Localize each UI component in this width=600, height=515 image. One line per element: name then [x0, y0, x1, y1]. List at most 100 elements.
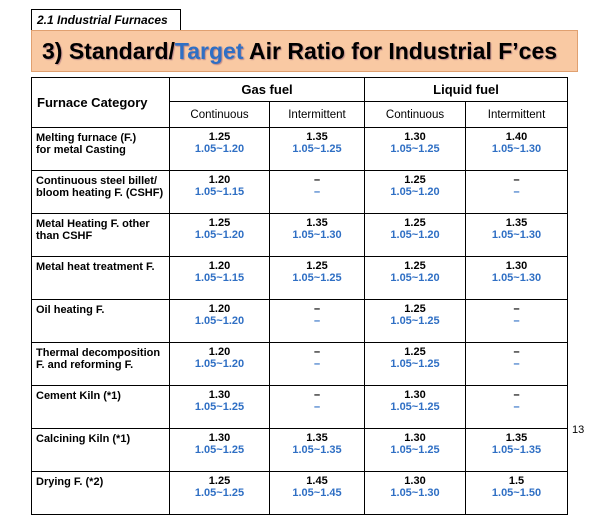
- value-cell-liquid-continuous: 1.30 1.05~1.25: [364, 428, 467, 472]
- value-cell-liquid-continuous: 1.25 1.05~1.20: [364, 256, 467, 300]
- target-air-ratio: 1.05~1.25: [292, 272, 342, 284]
- value-cell-gas-intermittent: – –: [268, 170, 366, 214]
- standard-air-ratio: –: [513, 346, 520, 358]
- standard-air-ratio: –: [513, 174, 520, 186]
- furnace-category-cell: Thermal decomposition F. and reforming F.: [31, 342, 170, 386]
- target-air-ratio: 1.05~1.25: [390, 401, 440, 413]
- value-cell-gas-continuous: 1.30 1.05~1.25: [169, 385, 270, 429]
- standard-air-ratio: 1.20: [208, 303, 231, 315]
- standard-air-ratio: 1.25: [404, 260, 426, 272]
- target-air-ratio: –: [313, 315, 321, 327]
- value-cell-gas-intermittent: 1.35 1.05~1.25: [268, 127, 366, 171]
- standard-air-ratio: 1.25: [306, 260, 328, 272]
- target-air-ratio: 1.05~1.30: [491, 229, 542, 241]
- slide-title: 3) Standard/Target Air Ratio for Industr…: [31, 30, 578, 72]
- table-row: Cement Kiln (*1) 1.30 1.05~1.25– –1.30 1.05~…: [31, 385, 569, 429]
- target-air-ratio: 1.05~1.30: [491, 272, 542, 284]
- target-air-ratio: –: [513, 315, 520, 327]
- standard-air-ratio: 1.25: [208, 217, 231, 229]
- standard-air-ratio: 1.30: [404, 389, 426, 401]
- value-cell-liquid-intermittent: 1.30 1.05~1.30: [465, 256, 569, 300]
- header-gas-continuous: Continuous: [169, 101, 270, 128]
- value-cell-liquid-continuous: 1.30 1.05~1.25: [364, 127, 467, 171]
- header-gas-intermittent: Intermittent: [268, 101, 366, 128]
- target-air-ratio: 1.05~1.25: [194, 444, 245, 456]
- standard-air-ratio: 1.25: [404, 174, 426, 186]
- value-cell-gas-intermittent: 1.25 1.05~1.25: [268, 256, 366, 300]
- target-air-ratio: –: [313, 358, 321, 370]
- target-air-ratio: 1.05~1.20: [194, 143, 245, 155]
- target-air-ratio: 1.05~1.35: [491, 444, 542, 456]
- furnace-category-line: Metal Heating F. other: [36, 218, 150, 230]
- value-cell-gas-continuous: 1.20 1.05~1.15: [169, 170, 270, 214]
- standard-air-ratio: –: [313, 389, 321, 401]
- target-air-ratio: –: [313, 186, 321, 198]
- target-air-ratio: 1.05~1.30: [491, 143, 542, 155]
- value-cell-gas-continuous: 1.20 1.05~1.20: [169, 342, 270, 386]
- header-furnace-category: Furnace Category: [31, 77, 170, 128]
- furnace-category-line: for metal Casting: [36, 144, 126, 156]
- furnace-category-cell: Metal heat treatment F.: [31, 256, 170, 300]
- section-tag: 2.1 Industrial Furnaces: [31, 9, 181, 31]
- target-air-ratio: 1.05~1.15: [194, 186, 245, 198]
- target-air-ratio: 1.05~1.20: [390, 186, 440, 198]
- value-cell-gas-intermittent: 1.35 1.05~1.35: [268, 428, 366, 472]
- value-cell-liquid-intermittent: – –: [465, 299, 569, 343]
- standard-air-ratio: 1.30: [505, 260, 528, 272]
- target-air-ratio: 1.05~1.50: [491, 487, 542, 499]
- title-suffix: Air Ratio for Industrial F’ces: [243, 38, 558, 64]
- furnace-category-line: Thermal decomposition: [36, 347, 161, 359]
- value-cell-gas-intermittent: 1.35 1.05~1.30: [268, 213, 366, 257]
- furnace-category-cell: Metal Heating F. other than CSHF: [31, 213, 170, 257]
- target-air-ratio: 1.05~1.25: [390, 315, 440, 327]
- table-row: Continuous steel billet/bloom heating F.…: [31, 170, 569, 214]
- value-cell-liquid-continuous: 1.25 1.05~1.25: [364, 299, 467, 343]
- value-cell-gas-intermittent: 1.45 1.05~1.45: [268, 471, 366, 515]
- target-air-ratio: 1.05~1.20: [194, 229, 245, 241]
- table-row: Calcining Kiln (*1) 1.30 1.05~1.25 1.35 1.05…: [31, 428, 569, 472]
- standard-air-ratio: 1.30: [404, 131, 426, 143]
- air-ratio-table: Furnace Category Gas fuel Liquid fuel Co…: [31, 77, 569, 515]
- standard-air-ratio: 1.20: [208, 346, 231, 358]
- standard-air-ratio: 1.5: [508, 475, 525, 487]
- standard-air-ratio: –: [313, 303, 321, 315]
- furnace-category-line: Melting furnace (F.): [36, 132, 137, 144]
- value-cell-gas-intermittent: – –: [268, 299, 366, 343]
- furnace-category-line: Calcining Kiln (*1): [36, 433, 131, 445]
- value-cell-liquid-continuous: 1.30 1.05~1.25: [364, 385, 467, 429]
- target-air-ratio: 1.05~1.25: [194, 487, 245, 499]
- furnace-category-line: Cement Kiln (*1): [36, 390, 121, 402]
- value-cell-gas-continuous: 1.20 1.05~1.20: [169, 299, 270, 343]
- standard-air-ratio: 1.35: [306, 217, 328, 229]
- target-air-ratio: 1.05~1.25: [292, 143, 342, 155]
- value-cell-gas-intermittent: – –: [268, 342, 366, 386]
- header-liquid-fuel: Liquid fuel: [364, 77, 569, 102]
- table-row: Metal heat treatment F. 1.20 1.05~1.15 1.25…: [31, 256, 569, 300]
- title-prefix: 3) Standard/: [42, 38, 175, 64]
- standard-air-ratio: 1.20: [208, 260, 231, 272]
- target-air-ratio: 1.05~1.25: [390, 444, 440, 456]
- target-air-ratio: 1.05~1.45: [292, 487, 342, 499]
- target-air-ratio: 1.05~1.30: [292, 229, 342, 241]
- target-air-ratio: 1.05~1.20: [390, 272, 440, 284]
- value-cell-liquid-continuous: 1.25 1.05~1.20: [364, 170, 467, 214]
- table-row: Oil heating F. 1.20 1.05~1.20– –1.25 1.05~1.…: [31, 299, 569, 343]
- furnace-category-line: bloom heating F. (CSHF): [36, 187, 164, 199]
- furnace-category-cell: Melting furnace (F.) for metal Casting: [31, 127, 170, 171]
- value-cell-gas-continuous: 1.30 1.05~1.25: [169, 428, 270, 472]
- value-cell-liquid-intermittent: – –: [465, 170, 569, 214]
- standard-air-ratio: 1.30: [404, 475, 426, 487]
- standard-air-ratio: 1.30: [404, 432, 426, 444]
- target-air-ratio: 1.05~1.20: [390, 229, 440, 241]
- furnace-category-cell: Cement Kiln (*1): [31, 385, 170, 429]
- furnace-category-line: Drying F. (*2): [36, 476, 104, 488]
- title-accent: Target: [174, 38, 244, 64]
- value-cell-gas-continuous: 1.25 1.05~1.25: [169, 471, 270, 515]
- standard-air-ratio: 1.35: [505, 432, 528, 444]
- standard-air-ratio: 1.25: [208, 131, 231, 143]
- value-cell-liquid-intermittent: 1.35 1.05~1.30: [465, 213, 569, 257]
- value-cell-liquid-continuous: 1.30 1.05~1.30: [364, 471, 467, 515]
- standard-air-ratio: 1.35: [306, 131, 328, 143]
- furnace-category-line: Continuous steel billet/: [36, 175, 158, 187]
- target-air-ratio: 1.05~1.25: [194, 401, 245, 413]
